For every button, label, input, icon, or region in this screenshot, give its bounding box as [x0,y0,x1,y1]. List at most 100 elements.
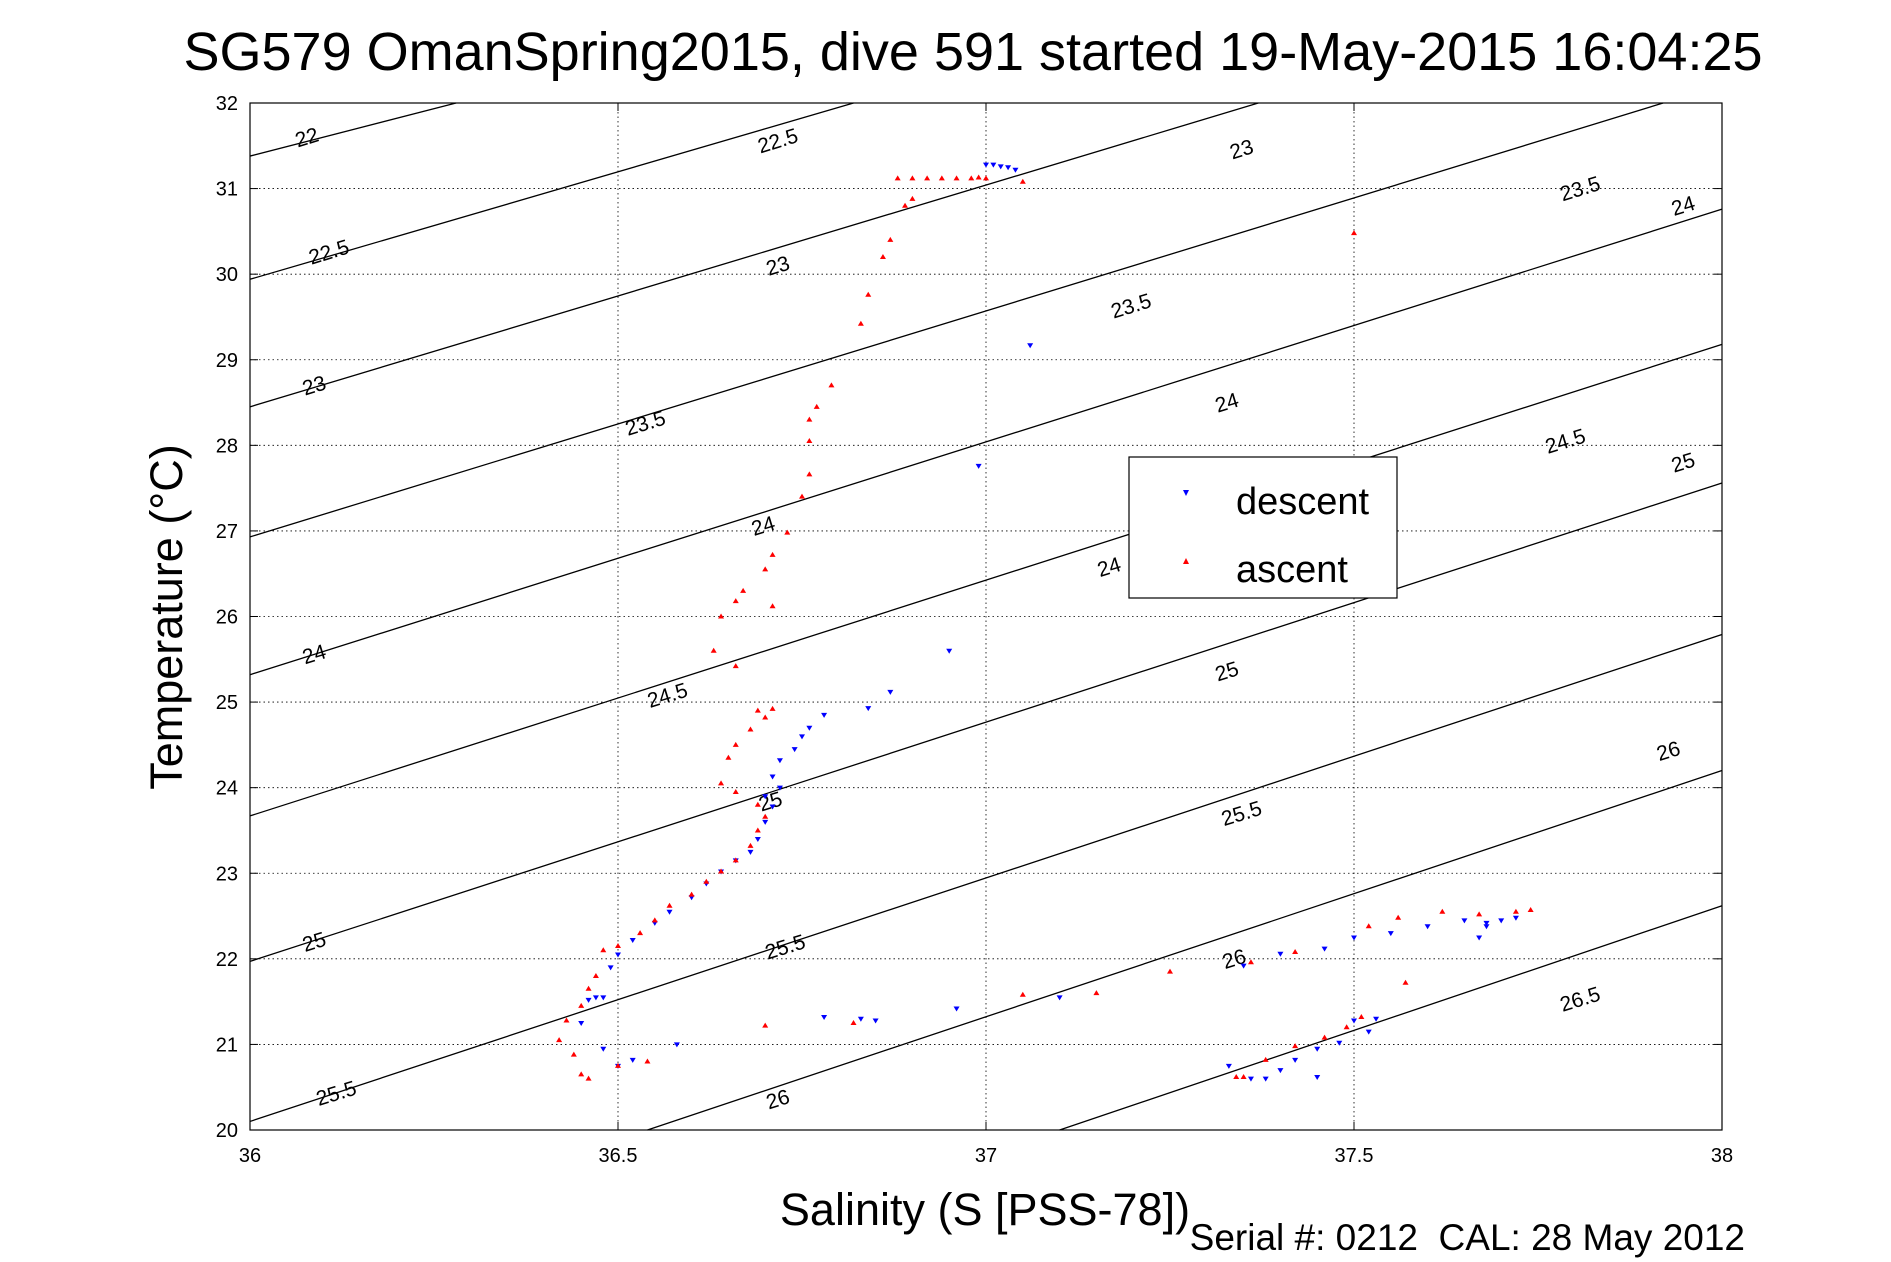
ascent-marker [799,493,805,499]
ascent-marker [762,813,769,819]
ascent-marker [732,788,739,794]
ascent-marker [1476,911,1483,917]
descent-marker [600,995,607,1001]
density-contours [249,102,1723,1131]
descent-marker [762,794,769,800]
density-contour-line [249,482,1723,963]
descent-marker [1365,1029,1372,1035]
ascent-marker [1402,979,1409,985]
ascent-marker [975,174,982,180]
descent-marker [1321,946,1328,952]
ascent-marker [754,801,761,807]
ascent-marker [585,985,592,991]
plot-area: 22 22.522.523232323.523.523.5242424242424… [216,93,1733,1167]
descent-marker [578,1021,585,1027]
ascent-marker [1262,1056,1269,1062]
ascent-marker [1093,990,1100,996]
descent-marker [600,1046,607,1052]
density-contour-line [249,102,854,280]
ascent-marker [953,175,960,181]
descent-marker [1292,1057,1299,1063]
descent-marker [1027,343,1034,349]
descent-marker [776,758,783,764]
descent-marker [1314,1074,1321,1080]
descent-marker [1351,1018,1357,1024]
y-tick-label: 27 [216,521,238,543]
x-tick-label: 36 [239,1145,261,1167]
ascent-marker [983,175,989,181]
ascent-marker [1167,968,1173,974]
ascent-marker [806,416,813,422]
descent-marker [747,849,754,855]
ascent-marker [747,726,754,732]
descent-marker [1336,1040,1343,1046]
density-contour-line [647,769,1723,1131]
legend: descent ascent [1128,456,1398,599]
descent-marker [1262,1076,1269,1082]
ascent-marker [1019,178,1026,184]
y-tick-label: 28 [216,435,238,457]
descent-marker [776,785,783,791]
ascent-marker [769,705,776,711]
density-contour-line [1059,905,1723,1131]
ascent-marker [754,707,761,713]
descent-marker [997,164,1004,170]
ascent-marker [718,868,725,874]
descent-marker [1277,1068,1284,1074]
descent-marker [1012,167,1019,173]
descent-marker [865,706,872,712]
ascent-marker [1351,230,1357,236]
ascent-marker [732,663,739,669]
descent-marker [629,938,636,944]
descent-marker [615,952,621,958]
ascent-marker [762,1022,769,1028]
descent-marker [666,909,673,915]
descent-marker [754,837,761,843]
descent-marker [1005,165,1012,171]
descent-marker [585,997,592,1003]
ascent-marker [1343,1024,1350,1030]
y-tick-label: 29 [216,350,238,372]
descent-marker [983,162,989,168]
ascent-marker [1395,914,1402,920]
ascent-marker [578,1071,585,1077]
descent-marker [953,1006,960,1012]
descent-marker [791,747,798,753]
y-tick-label: 26 [216,607,238,629]
ascent-marker [762,566,769,572]
ascent-marker [968,175,975,181]
y-tick-label: 32 [216,93,238,115]
ascent-marker [644,1058,651,1064]
legend-descent-label: descent [1236,481,1370,523]
ascent-marker [637,930,644,936]
ascent-marker [1292,1043,1299,1049]
ascent-marker [769,551,776,557]
ascent-marker [762,714,769,720]
y-tick-label: 31 [216,179,238,201]
descent-marker [857,1016,864,1022]
ascent-marker [1527,907,1534,913]
descent-marker [806,725,813,731]
descent-marker [607,965,614,971]
density-contour-line [249,102,457,157]
descent-marker [946,648,953,654]
ascent-marker [879,254,886,260]
data-markers [556,162,1534,1082]
ascent-marker [651,917,658,923]
ascent-marker [615,1062,621,1068]
ascent-marker [578,1002,585,1008]
y-tick-label: 25 [216,692,238,714]
ascent-marker [924,175,931,181]
descent-marker [762,819,769,825]
ascent-marker [666,902,673,908]
legend-descent-marker [1183,490,1189,496]
ascent-marker [938,175,945,181]
ascent-marker [1240,1073,1247,1079]
ascent-marker [894,175,901,181]
x-tick-label: 37.5 [1335,1145,1374,1167]
density-contour-line [249,102,1259,408]
x-tick-label: 37 [975,1145,997,1167]
descent-marker [821,712,828,718]
descent-marker [1512,915,1519,921]
